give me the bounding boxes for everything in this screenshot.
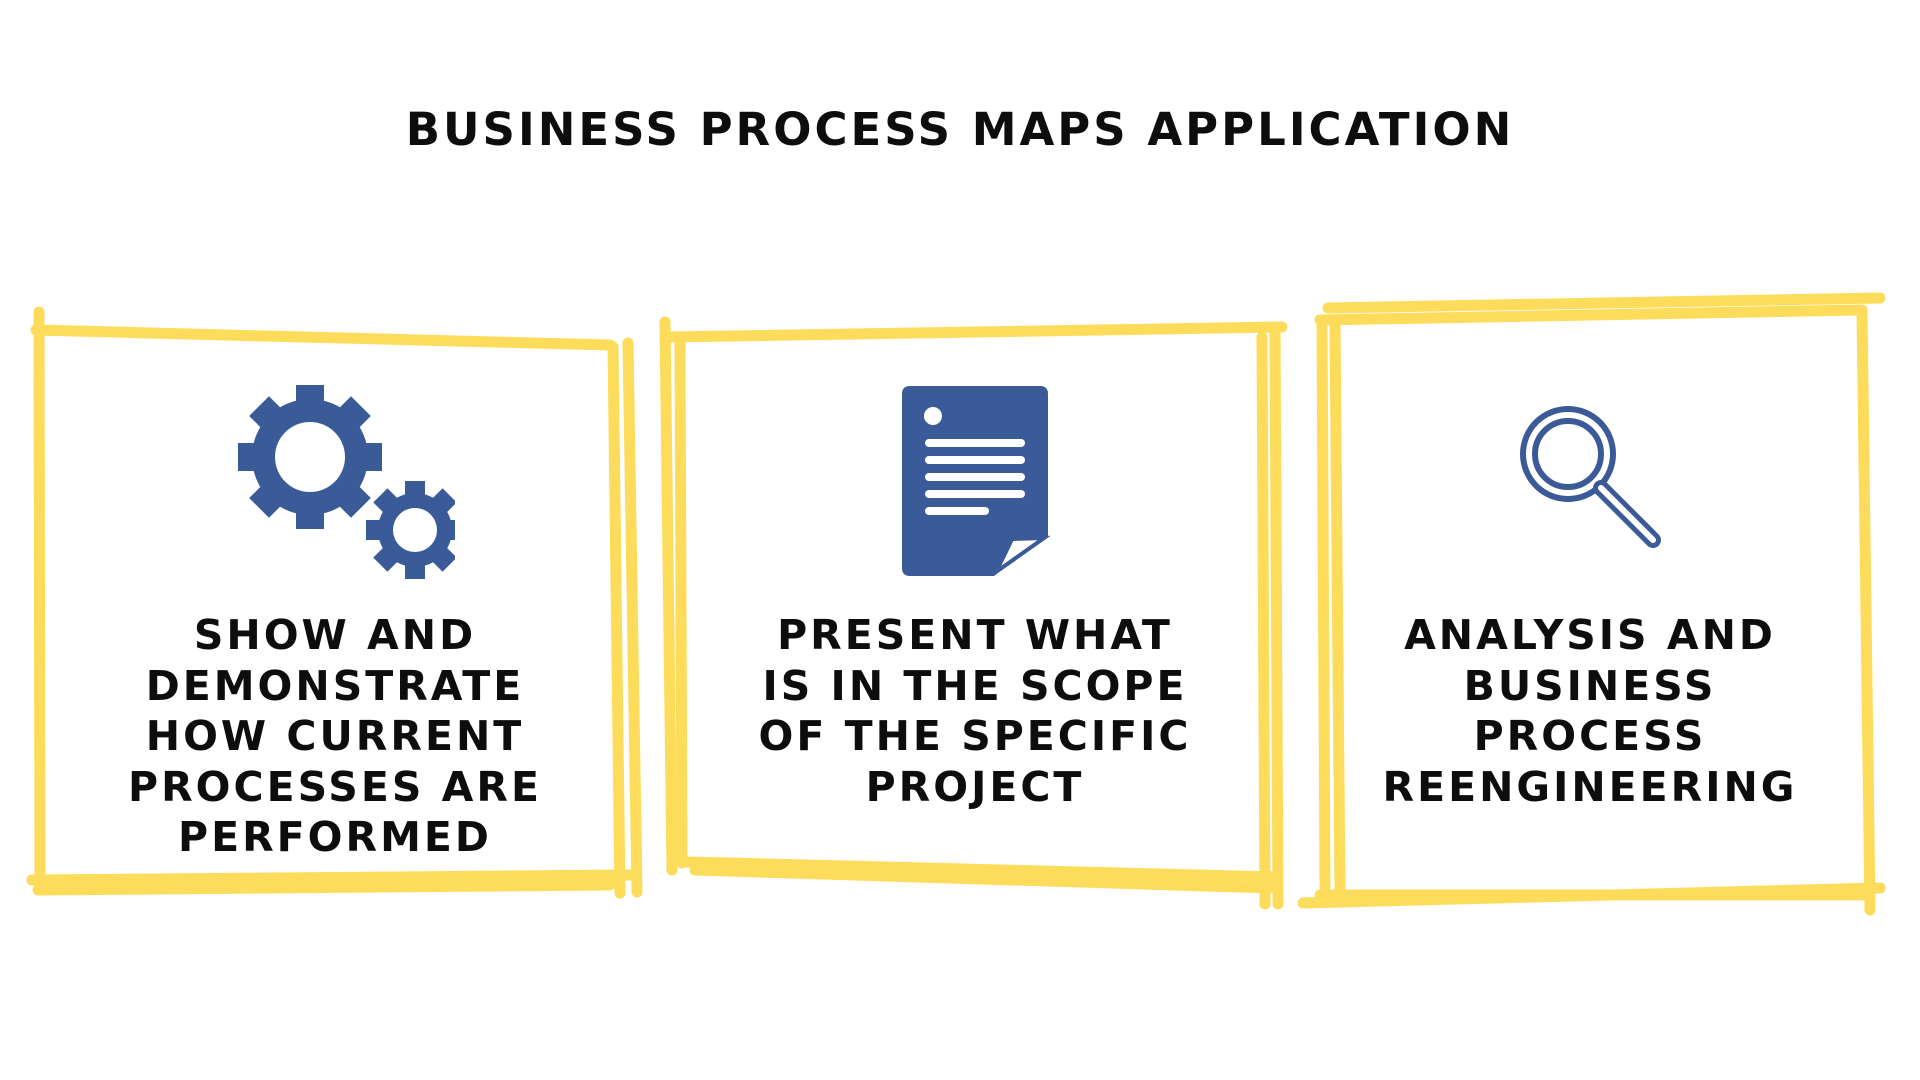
card-analysis-reengineering: ANALYSIS AND BUSINESS PROCESS REENGINEER… [1310, 300, 1870, 900]
card-present-scope: PRESENT WHAT IS IN THE SCOPE OF THE SPEC… [680, 300, 1270, 900]
magnifier-icon [1310, 402, 1870, 552]
card-frame-2 [659, 316, 1288, 910]
card-label: ANALYSIS AND BUSINESS PROCESS REENGINEER… [1382, 611, 1798, 811]
page-title: BUSINESS PROCESS MAPS APPLICATION [405, 103, 1515, 156]
card-frame-3 [1297, 292, 1886, 916]
card-frame-1 [26, 306, 643, 899]
card-label: SHOW AND DEMONSTRATE HOW CURRENT PROCESS… [128, 611, 542, 861]
document-icon [680, 386, 1270, 578]
card-label: PRESENT WHAT IS IN THE SCOPE OF THE SPEC… [758, 611, 1192, 811]
card-show-demonstrate: SHOW AND DEMONSTRATE HOW CURRENT PROCESS… [40, 300, 630, 900]
gears-icon [40, 382, 630, 582]
